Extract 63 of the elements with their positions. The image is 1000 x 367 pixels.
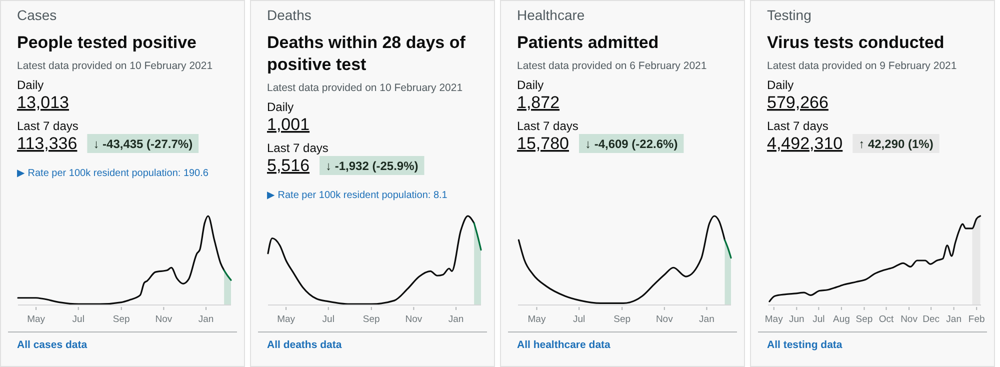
x-tick-label: Jul [812,314,825,325]
x-tick-label: Nov [656,314,674,325]
chart-title: People tested positive [17,33,196,52]
x-tick-label: Nov [155,314,172,325]
chart-subtitle: Cases [17,7,57,23]
text: ↑ 42,290 (1%) [858,137,934,151]
x-tick-label: Jul [72,314,84,325]
x-tick-label: May [27,314,46,325]
text: 1,001 [267,115,310,134]
text: All cases data [17,339,88,351]
text: 579,266 [767,93,828,112]
text: 13,013 [17,93,69,112]
chart-title: Patients admitted [517,33,659,52]
x-tick-label: Aug [832,314,850,325]
text: Daily [17,78,44,92]
x-tick-label: Sep [856,314,873,325]
text: Daily [517,78,544,92]
x-tick-label: Jan [699,314,714,325]
chart-subtitle: Deaths [267,7,312,23]
text: 1,872 [517,93,560,112]
x-tick-label: May [764,314,784,325]
x-tick-label: May [528,314,546,325]
x-tick-label: Nov [405,314,422,325]
text: All deaths data [267,339,342,351]
x-tick-label: Jun [788,314,804,325]
text: 15,780 [517,134,569,153]
text: Latest data provided on 10 February 2021 [267,82,463,94]
chart-title: Deaths within 28 days of positive test [267,33,466,74]
text: Latest data provided on 6 February 2021 [517,60,707,72]
x-tick-label: Sep [362,314,380,325]
text: Latest data provided on 9 February 2021 [767,60,957,72]
x-tick-label: Nov [900,314,918,325]
text: ↓ -4,609 (-22.6%) [584,137,678,151]
x-tick-label: Oct [878,314,894,325]
text: Daily [267,100,294,114]
text: 5,516 [267,156,310,175]
text: Latest data provided on 10 February 2021 [17,60,213,72]
chart-title: Virus tests conducted [767,33,944,52]
text: ↓ -1,932 (-25.9%) [326,159,418,173]
x-tick-label: Jul [572,314,586,325]
text: 4,492,310 [767,134,843,153]
text: ↓ -43,435 (-27.7%) [93,137,193,151]
x-tick-label: May [277,314,296,325]
text: ▶ Rate per 100k resident population: 8.1 [267,190,448,201]
x-tick-label: Feb [968,314,985,325]
text: Last 7 days [517,119,578,133]
text: All testing data [767,339,842,351]
text: Last 7 days [767,119,828,133]
x-tick-label: Sep [112,314,130,325]
text: Last 7 days [17,119,78,133]
x-tick-label: Jan [946,314,962,325]
text: Last 7 days [267,141,328,155]
text: All healthcare data [517,339,611,351]
x-tick-label: Sep [614,314,631,325]
text: 113,336 [17,134,78,153]
x-tick-label: Dec [922,314,940,325]
text: Daily [767,78,794,92]
x-tick-label: Jan [448,314,464,325]
x-tick-label: Jan [198,314,214,325]
chart-subtitle: Healthcare [517,7,585,23]
x-tick-label: Jul [322,314,334,325]
chart-subtitle: Testing [767,7,812,23]
text: ▶ Rate per 100k resident population: 190.6 [17,168,209,179]
